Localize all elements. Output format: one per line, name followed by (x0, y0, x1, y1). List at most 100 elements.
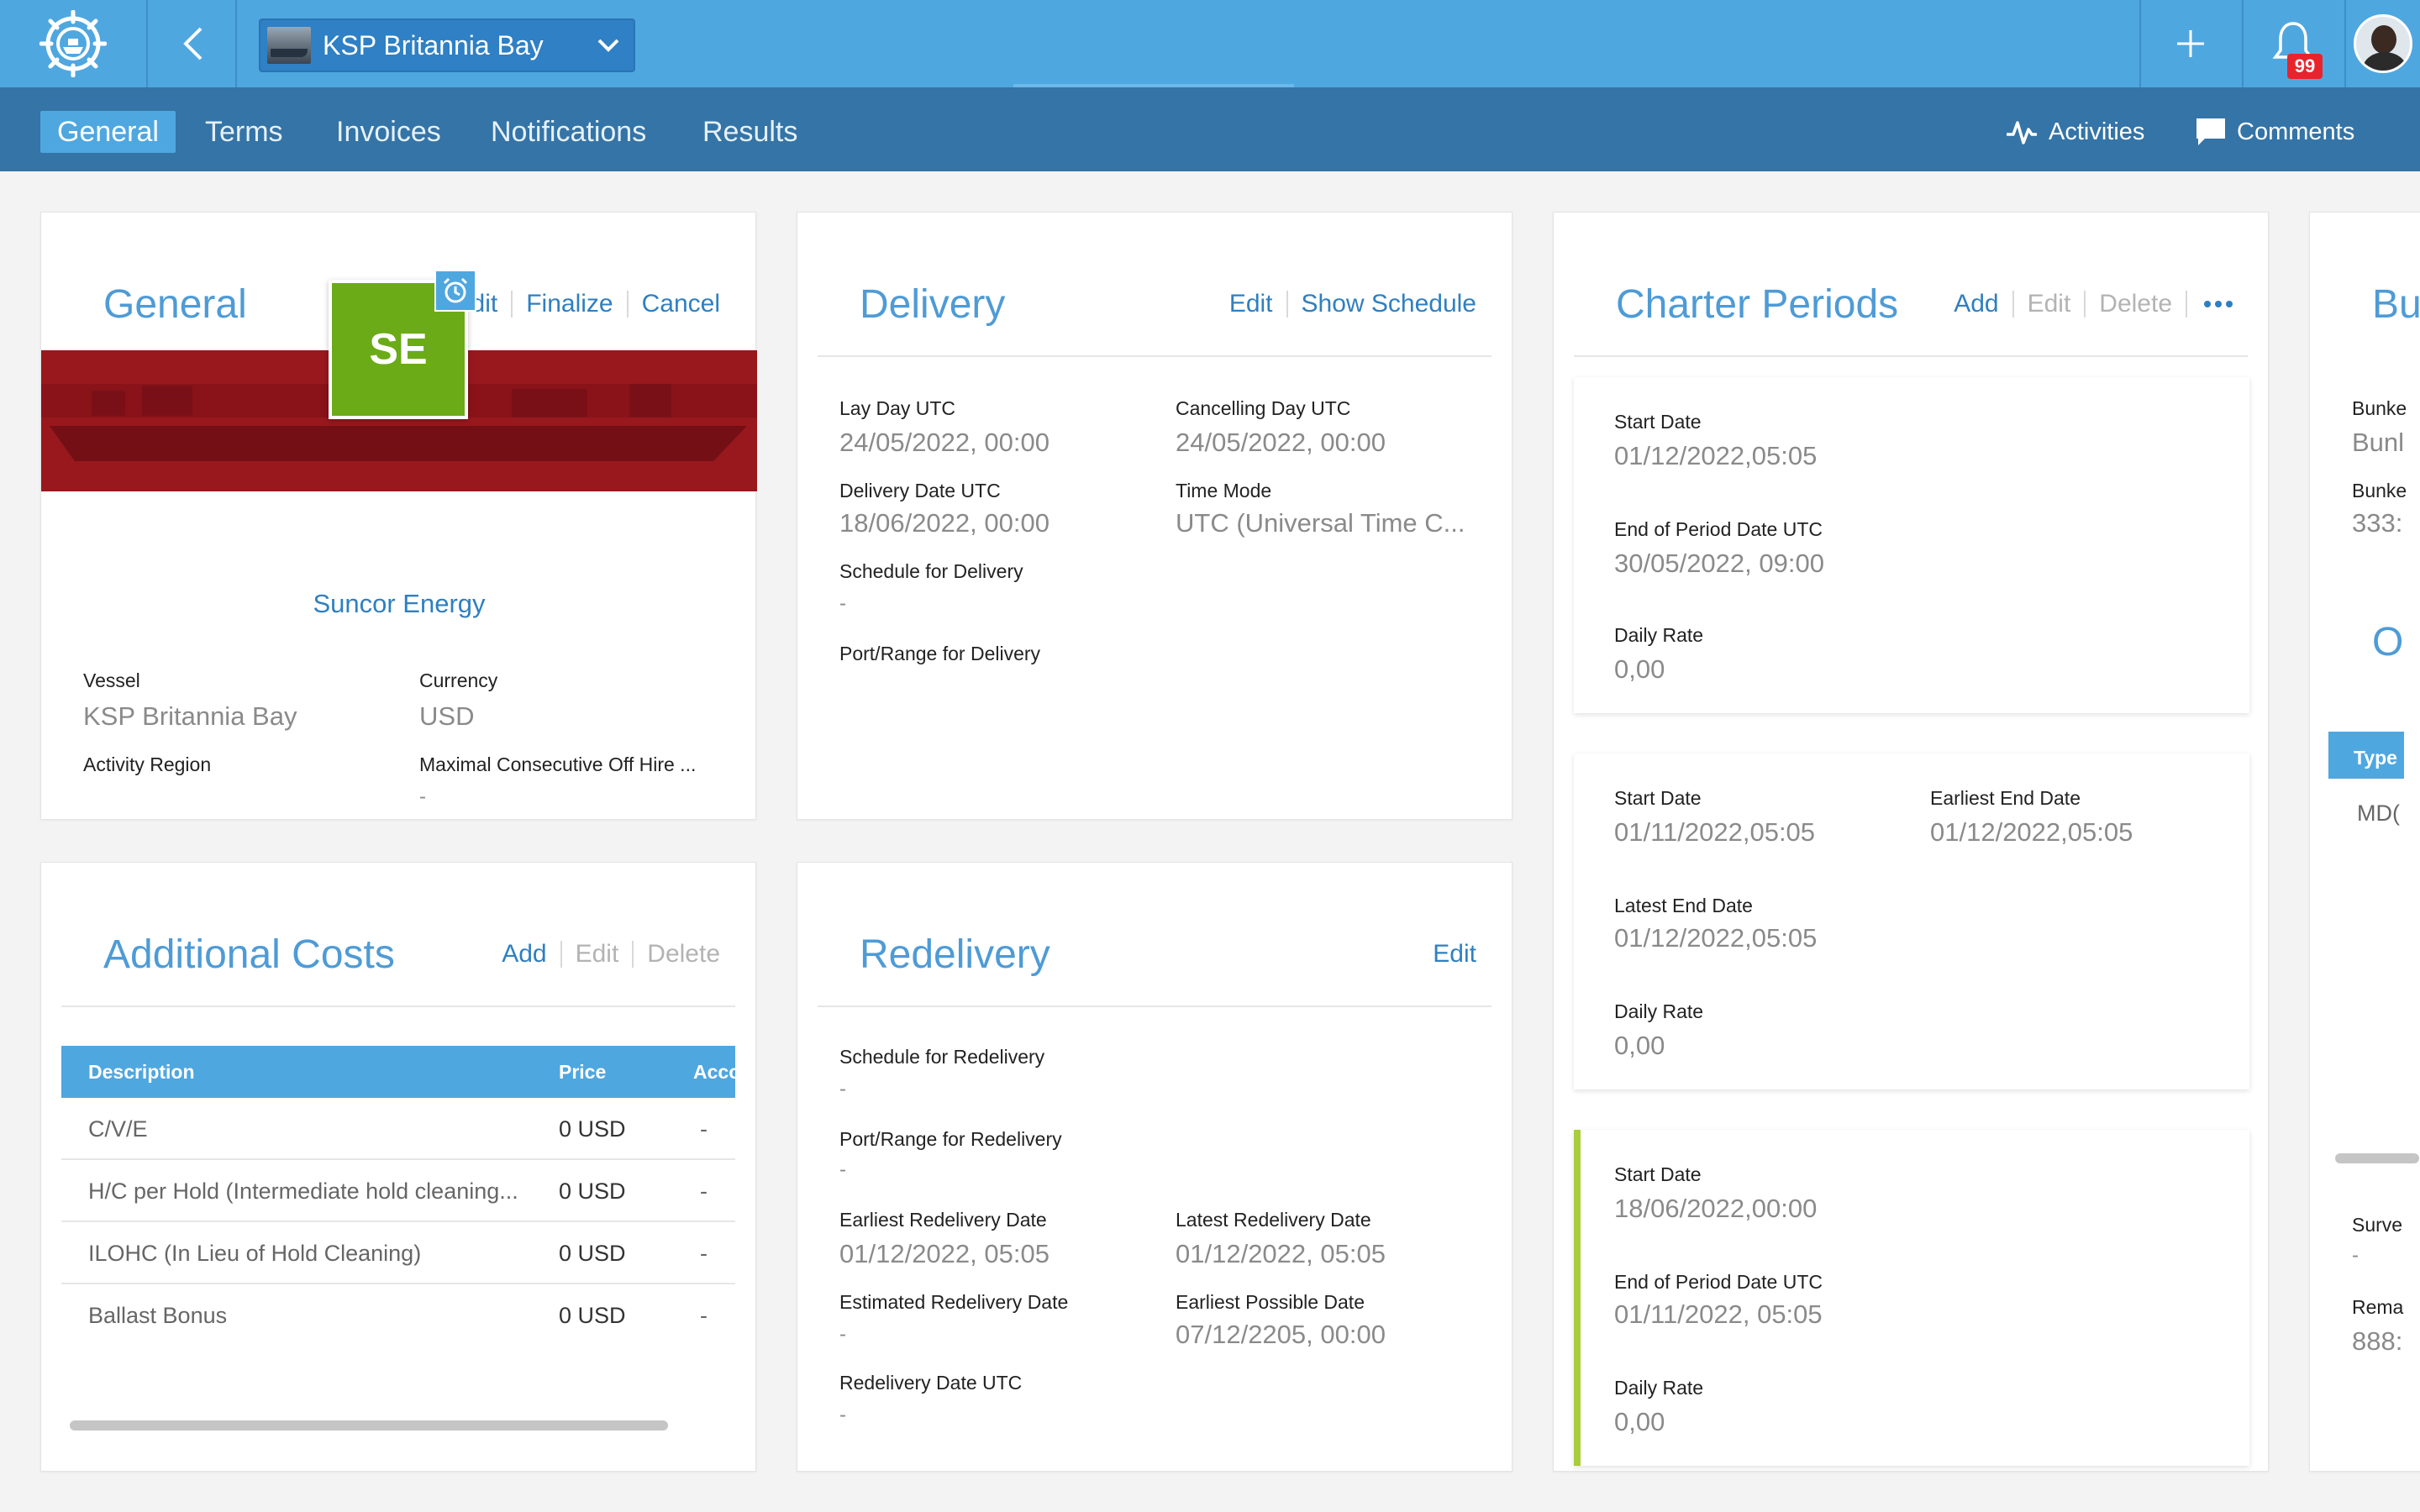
divider (2012, 291, 2014, 318)
bunker-label: Bunke (2352, 397, 2407, 419)
cost-account: - (700, 1179, 708, 1204)
charter-period-card[interactable]: Start Date 01/11/2022,05:05 Earliest End… (1574, 753, 2249, 1089)
cancel-button[interactable]: Cancel (641, 290, 720, 318)
general-actions: Edit Finalize Cancel (455, 290, 720, 318)
redelivery-edit-button[interactable]: Edit (1433, 940, 1476, 968)
table-row[interactable]: C/V/E 0 USD - (61, 1098, 735, 1160)
tab-bar: General Terms Invoices Notifications Res… (0, 87, 2420, 171)
survey-label: Surve (2352, 1214, 2403, 1236)
earliest-end-label: Earliest End Date (1930, 787, 2081, 809)
survey-value: - (2352, 1244, 2359, 1267)
lay-day-value: 24/05/2022, 00:00 (839, 428, 1050, 457)
show-schedule-button[interactable]: Show Schedule (1301, 290, 1476, 318)
earliest-redelivery-label: Earliest Redelivery Date (839, 1209, 1047, 1231)
general-card: General Edit Finalize Cancel SE Suncor E… (40, 212, 757, 820)
notification-count-badge: 99 (2287, 54, 2323, 79)
cost-description: C/V/E (88, 1116, 148, 1142)
schedule-delivery-value: - (839, 592, 846, 615)
costs-add-button[interactable]: Add (502, 940, 547, 968)
cost-account: - (700, 1241, 708, 1266)
cost-price: 0 USD (559, 1303, 626, 1328)
end-period-label: End of Period Date UTC (1614, 518, 1823, 540)
vessel-selector[interactable]: KSP Britannia Bay (259, 18, 635, 72)
chevron-left-icon (183, 27, 203, 60)
vessel-hero-image (41, 350, 757, 491)
cost-description: Ballast Bonus (88, 1303, 228, 1328)
column-description[interactable]: Description (88, 1061, 195, 1083)
daily-rate-value: 0,00 (1614, 1031, 1665, 1060)
redelivery-actions: Edit (1433, 940, 1476, 969)
vessel-value: KSP Britannia Bay (83, 701, 297, 731)
end-period-value: 01/11/2022, 05:05 (1614, 1299, 1823, 1329)
table-row[interactable]: H/C per Hold (Intermediate hold cleaning… (61, 1160, 735, 1222)
earliest-end-value: 01/12/2022,05:05 (1930, 817, 2133, 847)
cost-account: - (700, 1303, 708, 1328)
tab-invoices[interactable]: Invoices (336, 115, 441, 148)
activity-region-label: Activity Region (83, 753, 212, 775)
redelivery-title: Redelivery (860, 932, 1050, 977)
bunker-title: Bu (2372, 282, 2420, 327)
alarm-clock-icon[interactable] (434, 270, 476, 312)
back-button[interactable] (150, 0, 237, 87)
time-mode-label: Time Mode (1176, 480, 1272, 501)
divider (2186, 291, 2187, 318)
daily-rate-label: Daily Rate (1614, 1377, 1704, 1399)
general-title: General (103, 282, 247, 327)
charter-title: Charter Periods (1616, 282, 1899, 327)
latest-end-value: 01/12/2022,05:05 (1614, 923, 1818, 953)
lay-day-label: Lay Day UTC (839, 397, 956, 419)
user-menu[interactable] (2344, 0, 2420, 87)
daily-rate-label: Daily Rate (1614, 624, 1704, 646)
activities-button[interactable]: Activities (2005, 111, 2144, 153)
divider (632, 941, 634, 968)
tab-general[interactable]: General (40, 111, 176, 153)
start-date-value: 01/12/2022,05:05 (1614, 441, 1818, 470)
more-options-icon[interactable] (2204, 301, 2233, 307)
redelivery-date-value: - (839, 1404, 846, 1426)
divider (511, 291, 513, 318)
earliest-possible-label: Earliest Possible Date (1176, 1291, 1365, 1313)
charter-edit-button[interactable]: Edit (2027, 290, 2071, 318)
start-date-label: Start Date (1614, 411, 1702, 433)
app-logo-icon[interactable] (0, 0, 148, 87)
column-account[interactable]: Acco (693, 1061, 735, 1083)
divider (560, 941, 562, 968)
divider (2084, 291, 2086, 318)
charter-period-card-current[interactable]: Start Date 18/06/2022,00:00 End of Perio… (1574, 1130, 2249, 1466)
column-price[interactable]: Price (559, 1061, 607, 1083)
divider (61, 1005, 735, 1007)
earliest-redelivery-value: 01/12/2022, 05:05 (839, 1239, 1050, 1268)
comments-button[interactable]: Comments (2195, 111, 2354, 153)
divider (1574, 355, 2248, 357)
comments-label: Comments (2237, 118, 2355, 145)
schedule-redelivery-label: Schedule for Redelivery (839, 1046, 1045, 1068)
currency-label: Currency (419, 669, 498, 691)
horizontal-scrollbar[interactable] (70, 1420, 668, 1431)
charter-delete-button[interactable]: Delete (2099, 290, 2172, 318)
horizontal-scrollbar[interactable] (2335, 1153, 2419, 1163)
table-row[interactable]: ILOHC (In Lieu of Hold Cleaning) 0 USD - (61, 1222, 735, 1284)
tab-notifications[interactable]: Notifications (491, 115, 647, 148)
cost-price: 0 USD (559, 1179, 626, 1204)
delivery-title: Delivery (860, 282, 1006, 327)
delivery-edit-button[interactable]: Edit (1228, 290, 1273, 318)
tab-terms[interactable]: Terms (205, 115, 283, 148)
latest-redelivery-value: 01/12/2022, 05:05 (1176, 1239, 1386, 1268)
vessel-label: Vessel (83, 669, 140, 691)
costs-edit-button[interactable]: Edit (575, 940, 619, 968)
finalize-button[interactable]: Finalize (526, 290, 613, 318)
costs-delete-button[interactable]: Delete (647, 940, 720, 968)
charter-add-button[interactable]: Add (1954, 290, 1999, 318)
tab-results[interactable]: Results (702, 115, 798, 148)
divider (818, 1005, 1491, 1007)
delivery-date-label: Delivery Date UTC (839, 480, 1001, 501)
add-button[interactable] (2139, 0, 2240, 87)
additional-costs-card: Additional Costs Add Edit Delete Descrip… (40, 862, 756, 1472)
company-name-link[interactable]: Suncor Energy (313, 589, 486, 618)
type-cell: MD( (2357, 801, 2400, 826)
charter-period-card[interactable]: Start Date 01/12/2022,05:05 End of Perio… (1574, 377, 2249, 713)
latest-redelivery-label: Latest Redelivery Date (1176, 1209, 1371, 1231)
latest-end-label: Latest End Date (1614, 895, 1753, 916)
table-row[interactable]: Ballast Bonus 0 USD - (61, 1284, 735, 1347)
cost-account: - (700, 1116, 708, 1142)
